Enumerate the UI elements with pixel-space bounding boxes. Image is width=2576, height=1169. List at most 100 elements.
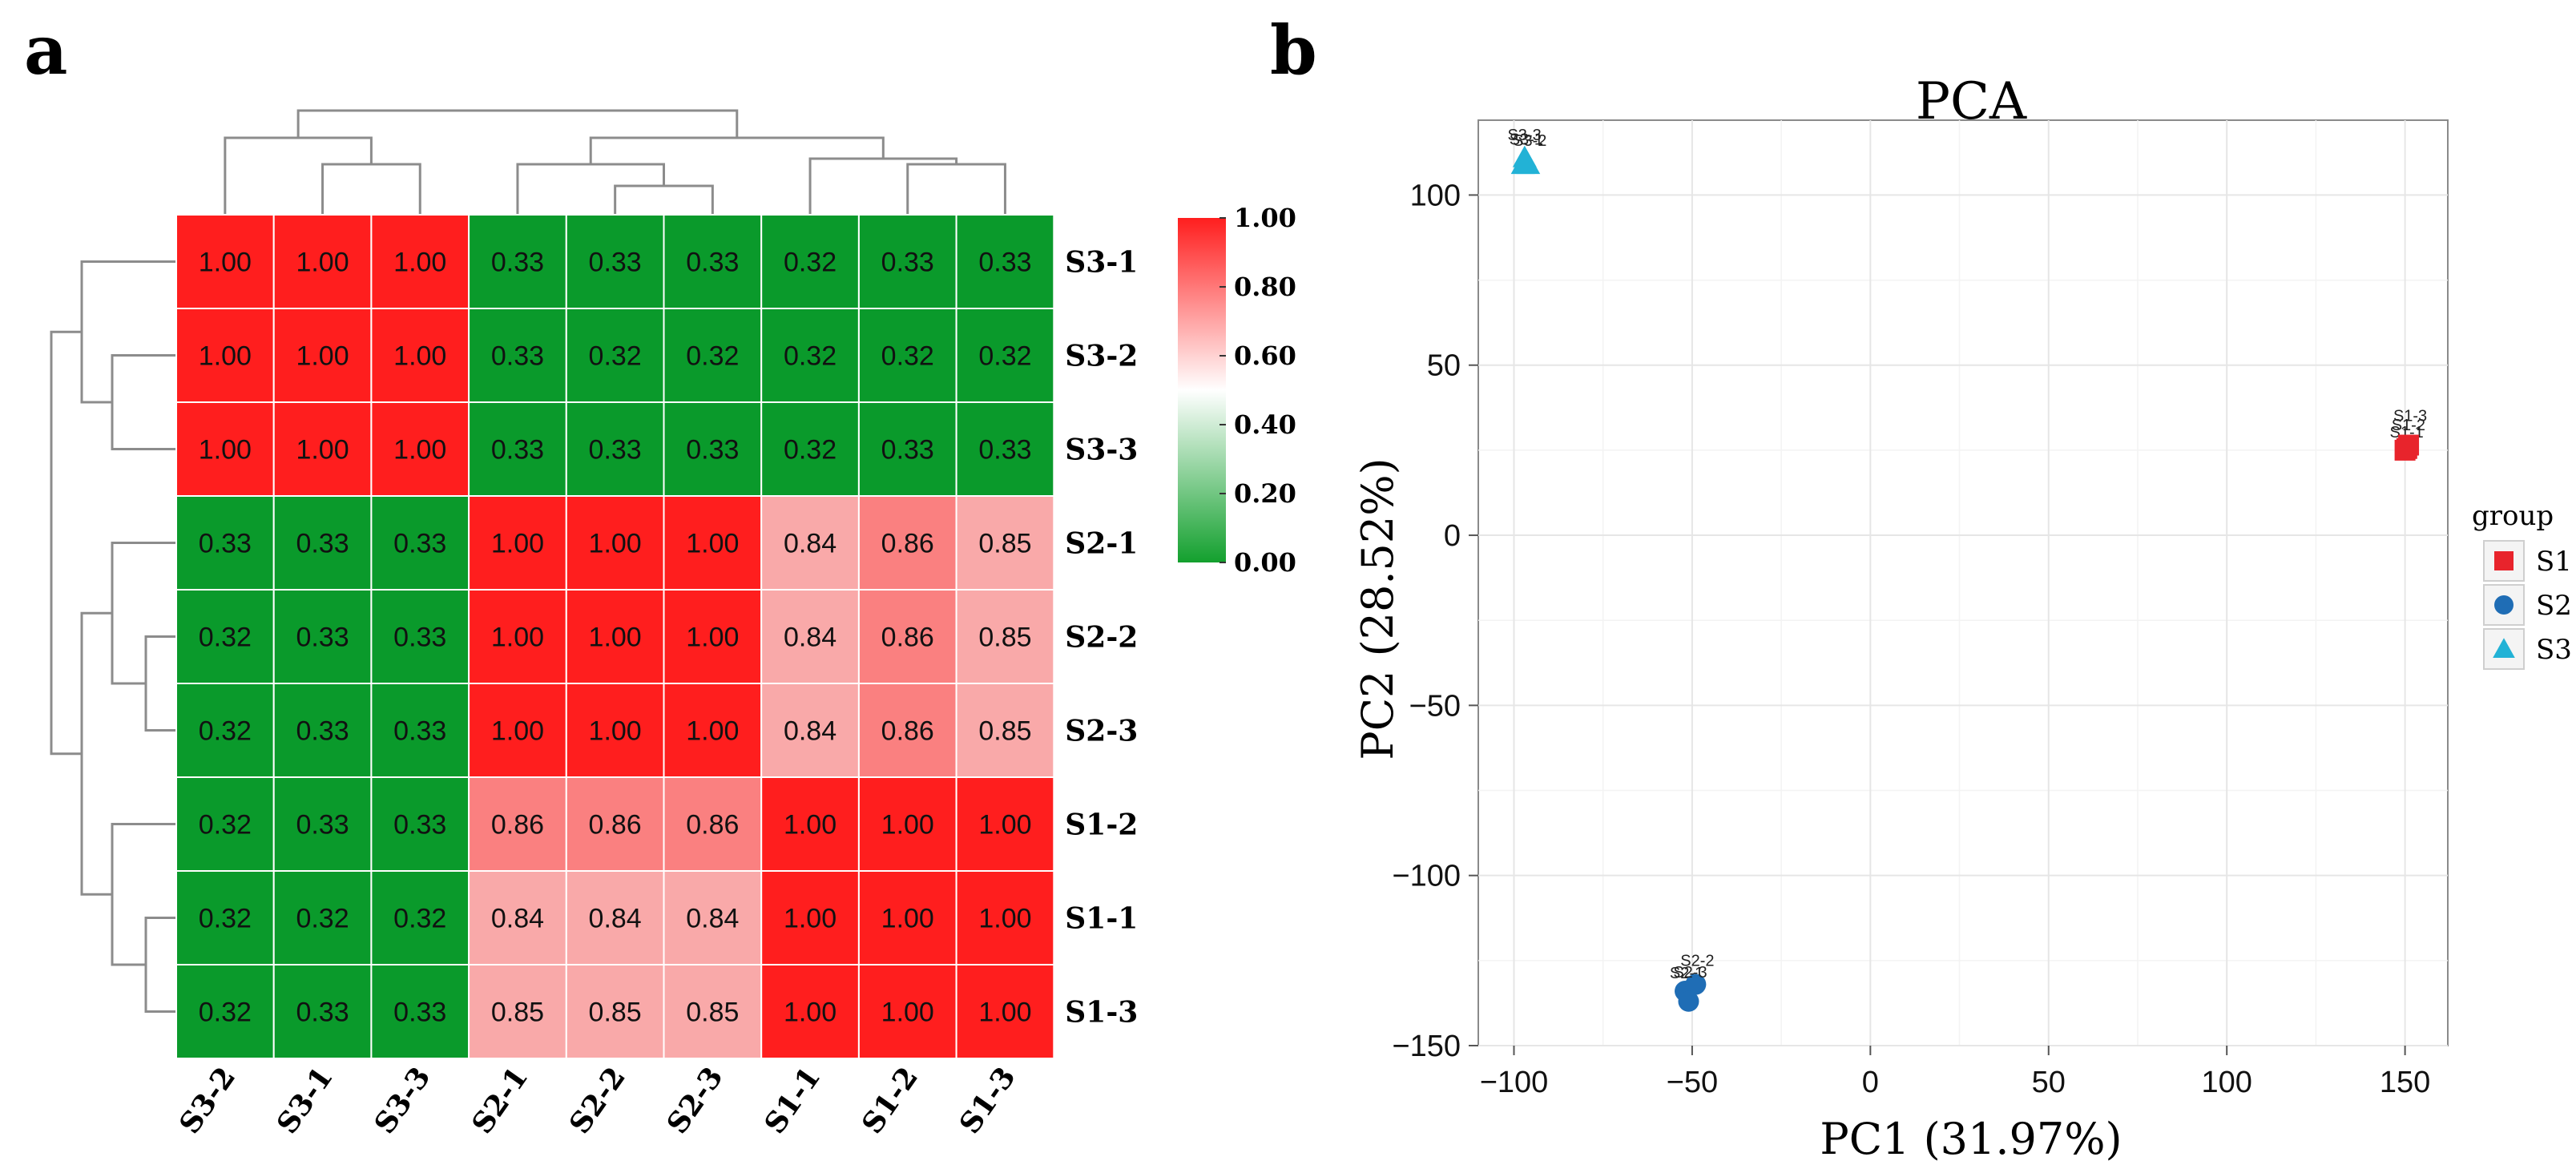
y-tick-label: −50 [1409,689,1461,723]
heatmap-cell-value: 0.84 [784,529,836,559]
col-dendrogram-branch [321,163,421,215]
heatmap-cell-value: 1.00 [296,435,349,466]
heatmap-cell [175,683,275,778]
heatmap-cell [370,308,470,403]
heatmap-cell-value: 0.86 [589,810,642,840]
heatmap-cell-value: 1.00 [589,716,642,747]
heatmap-cell [857,495,957,591]
heatmap-col-labels: S3-2 S3-1 S3-3 S2-1 S2-2 S2-3 S1-1 S1-2 S1-3 [173,1061,1022,1140]
heatmap-cell [857,401,957,497]
row-dendrogram-branch [144,635,176,732]
x-tick-label: −100 [1480,1066,1549,1099]
pca-point-label: S2-2 [1680,953,1714,970]
heatmap-cell-value: 0.33 [393,529,446,559]
heatmap-cell-value: 0.32 [978,341,1031,372]
heatmap-cell-value: 0.33 [296,623,349,653]
heatmap-cell-value: 0.33 [978,248,1031,278]
heatmap-cell [370,964,470,1059]
heatmap-cell [272,776,373,872]
heatmap-cell-value: 0.33 [296,716,349,747]
colorbar-tick-label: 0.00 [1234,547,1296,578]
heatmap-cell-value: 1.00 [199,248,252,278]
heatmap-cell-value: 0.33 [491,248,544,278]
heatmap-cell [760,214,860,309]
row-dendrogram-branch [80,611,112,896]
heatmap-cell-value: 1.00 [589,623,642,653]
heatmap-cell-value: 0.86 [686,810,739,840]
x-tick-label: 150 [2380,1066,2430,1099]
col-dendrogram-branch [224,136,373,215]
heatmap-cell-value: 1.00 [491,716,544,747]
legend-label: S2 [2536,590,2572,622]
heatmap-cell [663,214,763,309]
pca-gridlines [1478,120,2448,1046]
row-dendrogram-branch [50,330,82,756]
heatmap-cell-value: 0.33 [296,810,349,840]
heatmap-cell-value: 0.33 [686,248,739,278]
heatmap-cell [857,308,957,403]
row-dendrogram-branch [80,260,176,404]
heatmap-cell-value: 1.00 [784,904,836,934]
heatmap-cell [857,683,957,778]
col-dendrogram-branch [296,109,739,138]
heatmap-row-label: S3-1 [1065,246,1138,280]
heatmap-row-label: S1-3 [1065,996,1138,1030]
y-tick-label: −150 [1392,1030,1461,1063]
x-tick-label: −50 [1667,1066,1718,1099]
col-dendrogram-branch [589,136,885,164]
heatmap-col-label: S3-3 [368,1061,437,1140]
heatmap-cell-value: 0.33 [296,529,349,559]
heatmap-cell-value: 1.00 [881,904,934,934]
heatmap-cell [955,870,1055,965]
y-tick-label: 0 [1444,519,1461,553]
correlation-heatmap: 1.00 1.00 1.00 0.33 0.33 0.33 0.32 0.33 0.33 1.00… [50,109,1296,1140]
heatmap-cell-value: 1.00 [491,623,544,653]
heatmap-cell [370,776,470,872]
heatmap-cell-value: 0.33 [589,248,642,278]
heatmap-cell [955,964,1055,1059]
legend-label: S3 [2536,634,2572,666]
heatmap-cell-value: 0.33 [199,529,252,559]
heatmap-cell-value: 0.33 [491,341,544,372]
pca-point-label: S3-3 [1507,127,1541,144]
heatmap-cell-value: 1.00 [784,998,836,1028]
heatmap-cell [857,776,957,872]
heatmap-cell [760,683,860,778]
heatmap-row-label: S3-3 [1065,433,1138,467]
panel-letter-a: a [24,10,67,90]
colorbar-gradient [1178,218,1226,562]
heatmap-cell-value: 1.00 [296,341,349,372]
colorbar-tick-label: 0.80 [1234,272,1296,302]
heatmap-cell-value: 0.32 [784,248,836,278]
heatmap-cell-value: 0.32 [199,810,252,840]
heatmap-cell-value: 0.33 [686,435,739,466]
heatmap-cell-value: 1.00 [686,623,739,653]
heatmap-cell-value: 1.00 [881,998,934,1028]
heatmap-cell-value: 0.85 [978,716,1031,747]
heatmap-cell-value: 0.32 [784,341,836,372]
heatmap-cell [565,495,665,591]
pca-legend: group S1 S2 S3 [2472,500,2572,670]
heatmap-cell-value: 0.32 [199,716,252,747]
heatmap-cell-value: 0.85 [491,998,544,1028]
heatmap-cell-value: 0.84 [589,904,642,934]
heatmap-cell-value: 0.32 [199,623,252,653]
heatmap-cell [760,308,860,403]
heatmap-cell [663,683,763,778]
heatmap-cell-value: 1.00 [686,716,739,747]
heatmap-cell-value: 0.33 [881,248,934,278]
row-dendrogram-branch [111,542,176,685]
x-axis-title: PC1 (31.97%) [1820,1114,2122,1164]
col-dendrogram-branch [614,184,714,215]
heatmap-col-label: S3-1 [270,1061,340,1140]
heatmap-cell [565,401,665,497]
heatmap-cell-value: 1.00 [978,904,1031,934]
heatmap-cell-value: 0.32 [393,904,446,934]
y-tick-label: 50 [1427,349,1461,383]
heatmap-row-labels: S3-1 S3-2 S3-3 S2-1 S2-2 S2-3 S1-2 S1-1 S1-3 [1065,246,1138,1030]
pca-point-label: S1-3 [2393,408,2427,425]
heatmap-cell-value: 1.00 [296,248,349,278]
heatmap-cell-value: 0.86 [881,623,934,653]
heatmap-cell [468,308,567,403]
